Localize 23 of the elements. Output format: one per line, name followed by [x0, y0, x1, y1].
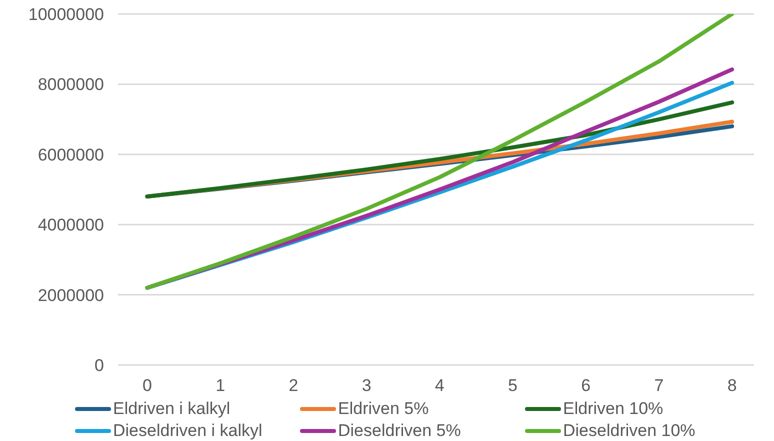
- legend-label: Eldriven 10%: [563, 399, 664, 419]
- legend-label: Eldriven i kalkyl: [113, 399, 230, 419]
- x-tick-label: 5: [508, 376, 518, 396]
- x-tick-label: 4: [434, 376, 444, 396]
- y-tick-label: 0: [94, 356, 104, 376]
- x-tick-label: 1: [216, 376, 226, 396]
- x-tick-label: 8: [727, 376, 737, 396]
- y-tick-label: 4000000: [38, 216, 104, 235]
- x-tick-label: 3: [362, 376, 372, 396]
- line-series: [145, 14, 734, 290]
- x-tick-label: 6: [581, 376, 591, 396]
- x-tick-label: 0: [142, 376, 152, 396]
- x-tick-label: 7: [654, 376, 664, 396]
- legend-label: Dieseldriven 5%: [338, 421, 461, 441]
- y-tick-label: 6000000: [38, 145, 104, 164]
- legend-label: Dieseldriven i kalkyl: [113, 421, 262, 441]
- y-tick-label: 10000000: [28, 5, 104, 24]
- legend-label: Dieseldriven 10%: [563, 421, 696, 441]
- x-tick-label: 2: [288, 376, 298, 396]
- line-series: [145, 100, 734, 199]
- y-tick-label: 8000000: [38, 75, 104, 94]
- y-tick-label: 2000000: [38, 286, 104, 305]
- legend-label: Eldriven 5%: [338, 399, 429, 419]
